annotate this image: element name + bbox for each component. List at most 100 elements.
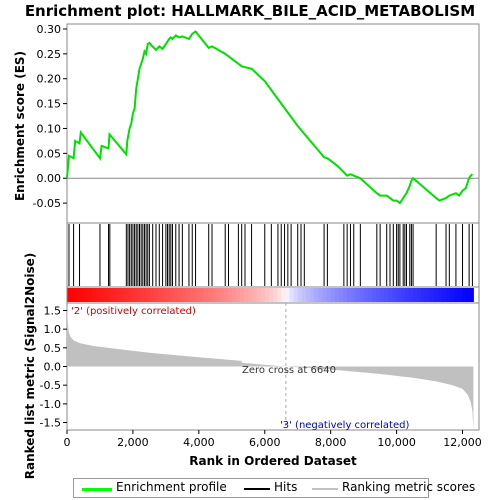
metric-y-tick-label: 1.0	[44, 323, 62, 336]
legend-swatch-metric	[312, 488, 338, 490]
x-tick-label: 4,000	[183, 436, 215, 449]
heatmap-cell	[363, 288, 369, 302]
metric-y-tick-label: 0.0	[44, 361, 62, 374]
heatmap-cell	[112, 288, 117, 302]
negative-correlation-label: '3' (negatively correlated)	[280, 420, 409, 431]
heatmap-cell	[227, 288, 233, 302]
heatmap-cell	[202, 288, 208, 302]
heatmap-cell	[235, 288, 241, 302]
legend-label-metric: Ranking metric scores	[342, 480, 476, 494]
heatmap-cell	[104, 288, 109, 302]
heatmap-cell	[371, 288, 377, 302]
heatmap-cell	[343, 288, 348, 302]
metric-y-axis-label: Ranked list metric (Signal2Noise)	[23, 253, 37, 480]
x-tick-label: 6,000	[249, 436, 281, 449]
es-y-tick-label: 0.20	[37, 73, 62, 86]
legend-label-hits: Hits	[274, 480, 298, 494]
heatmap-cell	[318, 288, 323, 302]
heatmap-cell	[314, 288, 319, 302]
legend: Enrichment profile Hits Ranking metric s…	[73, 478, 475, 498]
heatmap-cell	[215, 288, 220, 302]
heatmap-cell	[293, 288, 299, 302]
heatmap-cell	[277, 288, 282, 302]
x-tick-label: 12,000	[443, 436, 482, 449]
heatmap-cell	[400, 288, 406, 302]
heatmap-cell	[433, 288, 439, 302]
zero-cross-label: Zero cross at 6640	[242, 365, 336, 376]
heatmap-cell	[408, 288, 414, 302]
hits-panel-frame	[66, 222, 480, 288]
es-panel-frame	[66, 23, 480, 224]
heatmap-cell	[367, 288, 373, 302]
heatmap-cell	[462, 288, 468, 302]
heatmap-cell	[446, 288, 451, 302]
heatmap-cell	[404, 288, 410, 302]
x-tick-label: 8,000	[315, 436, 347, 449]
heatmap-cell	[120, 288, 126, 302]
heatmap-cell	[437, 288, 443, 302]
heatmap-cell	[330, 288, 336, 302]
metric-y-tick-label: 1.5	[44, 304, 62, 317]
heatmap-cell	[347, 288, 352, 302]
heatmap-cell	[355, 288, 361, 302]
heatmap-cell	[223, 288, 229, 302]
heatmap-cell	[71, 288, 76, 302]
heatmap-cell	[273, 288, 278, 302]
heatmap-cell	[157, 288, 163, 302]
heatmap-cell	[450, 288, 455, 302]
heatmap-cell	[190, 288, 196, 302]
x-axis-label: Rank in Ordered Dataset	[189, 454, 357, 468]
heatmap-cell	[338, 288, 344, 302]
x-tick-label: 10,000	[377, 436, 416, 449]
ranking-metric-area	[67, 303, 474, 430]
heatmap-cell	[161, 288, 167, 302]
heatmap-cell	[326, 288, 332, 302]
heatmap-cell	[186, 288, 192, 302]
heatmap-cell	[182, 288, 187, 302]
heatmap-cell	[289, 288, 295, 302]
heatmap-cell	[454, 288, 459, 302]
heatmap-cell	[359, 288, 365, 302]
hits-marks	[68, 224, 473, 286]
heatmap-cell	[170, 288, 175, 302]
heatmap-cell	[207, 288, 212, 302]
heatmap-cell	[194, 288, 200, 302]
heatmap-cell	[231, 288, 237, 302]
heatmap-cell	[211, 288, 216, 302]
heatmap-cell	[384, 288, 389, 302]
heatmap-cell	[128, 288, 134, 302]
es-y-tick-label: 0.00	[37, 172, 62, 185]
x-tick-label: 2,000	[117, 436, 149, 449]
legend-swatch-enrichment	[82, 488, 112, 491]
heatmap-cell	[87, 288, 93, 302]
metric-x-axis: 0 2,000 4,000 6,000 8,000 10,000 12,000	[64, 430, 482, 449]
heatmap-cell	[174, 288, 179, 302]
legend-label-enrichment: Enrichment profile	[116, 480, 227, 494]
heatmap-cell	[297, 288, 303, 302]
heatmap-cell	[256, 288, 262, 302]
chart-title: Enrichment plot: HALLMARK_BILE_ACID_META…	[25, 2, 475, 20]
es-y-tick-label: 0.10	[37, 122, 62, 135]
heatmap-cell	[470, 288, 474, 302]
heatmap-cell	[132, 288, 138, 302]
heatmap-cell	[91, 288, 97, 302]
heatmap-cell	[281, 288, 286, 302]
heatmap-cell	[108, 288, 113, 302]
heatmap-cell	[392, 288, 398, 302]
heatmap-cell	[466, 288, 472, 302]
heatmap-cell	[248, 288, 253, 302]
heatmap-cell	[376, 288, 381, 302]
heatmap-cell	[417, 288, 422, 302]
heatmap-cell	[458, 288, 464, 302]
heatmap-cell	[425, 288, 431, 302]
heatmap-cell	[310, 288, 315, 302]
es-y-tick-label: 0.15	[37, 98, 62, 111]
heatmap-cell	[252, 288, 258, 302]
heatmap-cell	[244, 288, 249, 302]
heatmap-cell	[145, 288, 150, 302]
heatmap-cell	[153, 288, 159, 302]
es-y-tick-label: 0.30	[37, 23, 62, 36]
heatmap-cell	[305, 288, 311, 302]
heatmap-cell	[198, 288, 204, 302]
